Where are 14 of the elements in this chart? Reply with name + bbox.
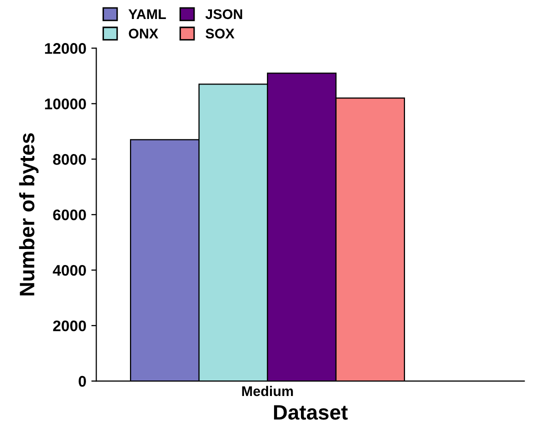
y-axis-title: Number of bytes [19,133,39,296]
x-axis-title: Dataset [274,405,348,420]
y-tick-label: 8000 [53,154,86,165]
y-tick-label: 6000 [53,209,86,220]
y-tick-label: 10000 [45,98,86,110]
y-tick-label: 0 [78,376,86,387]
y-tick-label: 4000 [52,264,86,276]
legend-label: YAML [128,9,166,19]
legend-label: JSON [205,9,242,20]
legend-label: SOX [206,28,234,38]
y-tick-label: 2000 [53,320,86,332]
legend-label: ONX [128,28,158,38]
y-tick-label: 12000 [45,43,86,54]
x-tick-label: Medium [242,386,293,396]
